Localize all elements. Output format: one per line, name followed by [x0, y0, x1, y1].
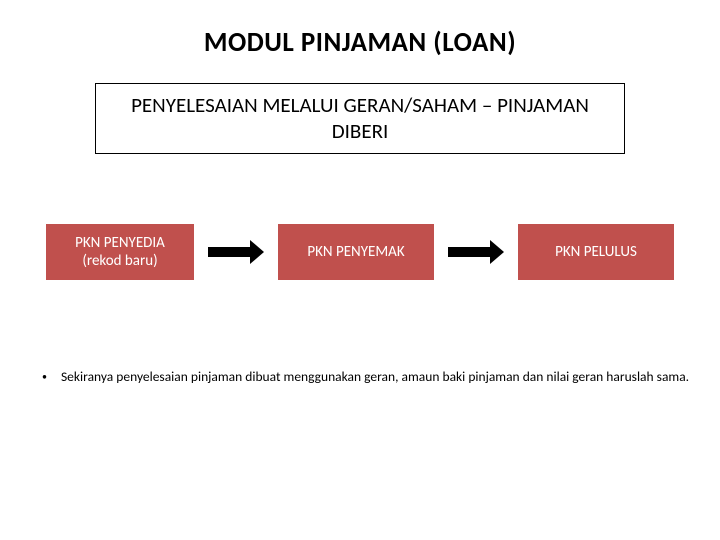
- slide-title: MODUL PINJAMAN (LOAN): [30, 26, 690, 59]
- arrow-head: [490, 240, 504, 264]
- arrow-stem: [448, 247, 490, 257]
- bullet-marker: •: [42, 368, 47, 386]
- flow-node-penyemak: PKN PENYEMAK: [278, 224, 434, 280]
- bullet-item: • Sekiranya penyelesaian pinjaman dibuat…: [30, 368, 690, 386]
- flow-node-pelulus: PKN PELULUS: [518, 224, 674, 280]
- arrow-icon: [208, 240, 264, 264]
- subtitle-box: PENYELESAIAN MELALUI GERAN/SAHAM – PINJA…: [95, 83, 625, 154]
- flow-node-penyedia: PKN PENYEDIA (rekod baru): [46, 224, 194, 280]
- arrow-stem: [208, 247, 250, 257]
- slide: MODUL PINJAMAN (LOAN) PENYELESAIAN MELAL…: [0, 0, 720, 540]
- arrow-icon: [448, 240, 504, 264]
- arrow-head: [250, 240, 264, 264]
- subtitle-text: PENYELESAIAN MELALUI GERAN/SAHAM – PINJA…: [131, 92, 589, 144]
- bullet-text: Sekiranya penyelesaian pinjaman dibuat m…: [61, 368, 689, 386]
- process-flow: PKN PENYEDIA (rekod baru) PKN PENYEMAK P…: [30, 224, 690, 280]
